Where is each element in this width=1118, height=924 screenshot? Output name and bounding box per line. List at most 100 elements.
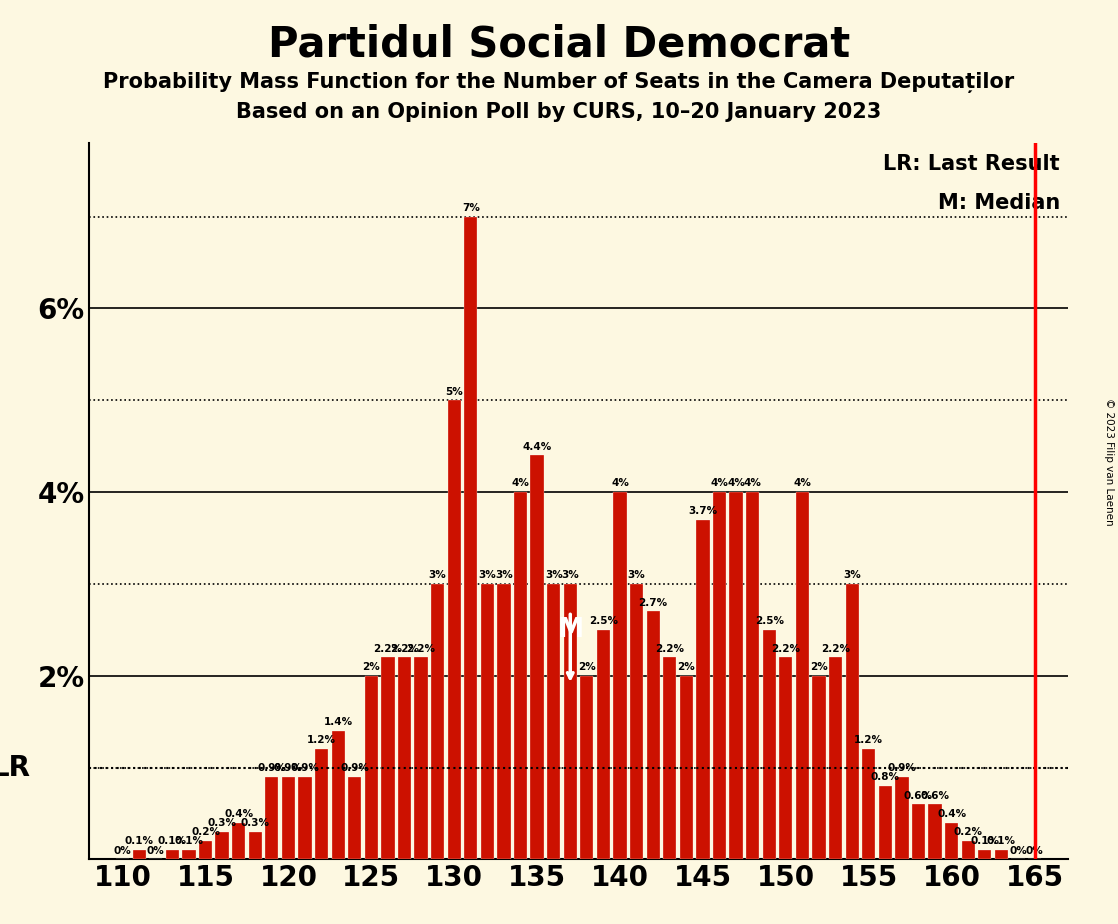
Bar <box>182 850 196 859</box>
Text: 4%: 4% <box>612 479 629 489</box>
Bar <box>265 777 278 859</box>
Text: 5%: 5% <box>445 386 463 396</box>
Text: 0%: 0% <box>146 845 164 856</box>
Text: 0.1%: 0.1% <box>158 836 187 846</box>
Text: 2.2%: 2.2% <box>390 644 419 653</box>
Bar <box>530 456 543 859</box>
Bar <box>547 584 560 859</box>
Bar <box>315 749 329 859</box>
Text: Probability Mass Function for the Number of Seats in the Camera Deputaților: Probability Mass Function for the Number… <box>103 72 1015 93</box>
Text: 3%: 3% <box>561 570 579 580</box>
Bar <box>663 657 676 859</box>
Bar <box>165 850 179 859</box>
Bar <box>845 584 859 859</box>
Bar <box>779 657 793 859</box>
Text: 3%: 3% <box>495 570 513 580</box>
Bar <box>481 584 494 859</box>
Bar <box>248 832 262 859</box>
Bar <box>447 400 461 859</box>
Bar <box>995 850 1008 859</box>
Bar <box>216 832 229 859</box>
Text: 0.1%: 0.1% <box>125 836 153 846</box>
Bar <box>348 777 361 859</box>
Text: 0.4%: 0.4% <box>937 808 966 819</box>
Text: Based on an Opinion Poll by CURS, 10–20 January 2023: Based on an Opinion Poll by CURS, 10–20 … <box>236 102 882 122</box>
Bar <box>514 492 528 859</box>
Text: 2.2%: 2.2% <box>407 644 436 653</box>
Bar <box>762 630 776 859</box>
Bar <box>398 657 411 859</box>
Bar <box>697 519 710 859</box>
Text: 0.2%: 0.2% <box>954 827 983 837</box>
Text: 1.2%: 1.2% <box>854 736 883 746</box>
Text: 2.2%: 2.2% <box>373 644 402 653</box>
Text: 0.8%: 0.8% <box>871 772 900 783</box>
Bar <box>629 584 643 859</box>
Bar <box>928 804 941 859</box>
Text: 3%: 3% <box>843 570 861 580</box>
Text: 2.2%: 2.2% <box>655 644 684 653</box>
Text: 0.9%: 0.9% <box>257 763 286 773</box>
Bar <box>813 675 825 859</box>
Bar <box>133 850 145 859</box>
Text: 0%: 0% <box>1025 845 1043 856</box>
Text: 2%: 2% <box>678 662 695 672</box>
Text: 4%: 4% <box>794 479 812 489</box>
Text: 7%: 7% <box>462 203 480 213</box>
Text: 4%: 4% <box>512 479 530 489</box>
Bar <box>233 822 245 859</box>
Text: 0.1%: 0.1% <box>970 836 999 846</box>
Text: 0.2%: 0.2% <box>191 827 220 837</box>
Bar <box>580 675 594 859</box>
Text: 2.5%: 2.5% <box>755 616 784 626</box>
Bar <box>464 216 477 859</box>
Bar <box>614 492 627 859</box>
Bar <box>299 777 312 859</box>
Text: 3%: 3% <box>479 570 496 580</box>
Bar <box>563 584 577 859</box>
Bar <box>879 786 892 859</box>
Text: 2.2%: 2.2% <box>771 644 800 653</box>
Text: 0.1%: 0.1% <box>174 836 203 846</box>
Text: 3%: 3% <box>627 570 645 580</box>
Bar <box>896 777 909 859</box>
Text: 0%: 0% <box>114 845 132 856</box>
Bar <box>498 584 511 859</box>
Bar <box>796 492 809 859</box>
Text: 0.9%: 0.9% <box>274 763 303 773</box>
Bar <box>381 657 395 859</box>
Bar <box>332 731 344 859</box>
Bar <box>282 777 295 859</box>
Bar <box>961 841 975 859</box>
Text: LR: Last Result: LR: Last Result <box>883 154 1060 174</box>
Text: 4%: 4% <box>727 479 745 489</box>
Text: LR: LR <box>0 753 30 782</box>
Text: 0.9%: 0.9% <box>291 763 320 773</box>
Text: 4%: 4% <box>743 479 761 489</box>
Text: Partidul Social Democrat: Partidul Social Democrat <box>268 23 850 65</box>
Bar <box>680 675 693 859</box>
Text: M: M <box>557 617 584 643</box>
Bar <box>978 850 992 859</box>
Text: 2.5%: 2.5% <box>589 616 618 626</box>
Text: 0.9%: 0.9% <box>888 763 917 773</box>
Text: 0.1%: 0.1% <box>987 836 1016 846</box>
Bar <box>199 841 212 859</box>
Bar <box>646 612 660 859</box>
Text: 0.3%: 0.3% <box>240 818 269 828</box>
Text: 0.4%: 0.4% <box>224 808 254 819</box>
Text: 3%: 3% <box>544 570 562 580</box>
Bar <box>713 492 726 859</box>
Text: 4.4%: 4.4% <box>522 442 552 452</box>
Text: 0%: 0% <box>1010 845 1026 856</box>
Text: 1.2%: 1.2% <box>307 736 337 746</box>
Bar <box>597 630 610 859</box>
Text: 0.9%: 0.9% <box>340 763 369 773</box>
Bar <box>746 492 759 859</box>
Bar <box>828 657 842 859</box>
Text: 2%: 2% <box>811 662 827 672</box>
Text: 4%: 4% <box>711 479 729 489</box>
Bar <box>729 492 742 859</box>
Bar <box>432 584 444 859</box>
Text: 3.7%: 3.7% <box>689 506 718 516</box>
